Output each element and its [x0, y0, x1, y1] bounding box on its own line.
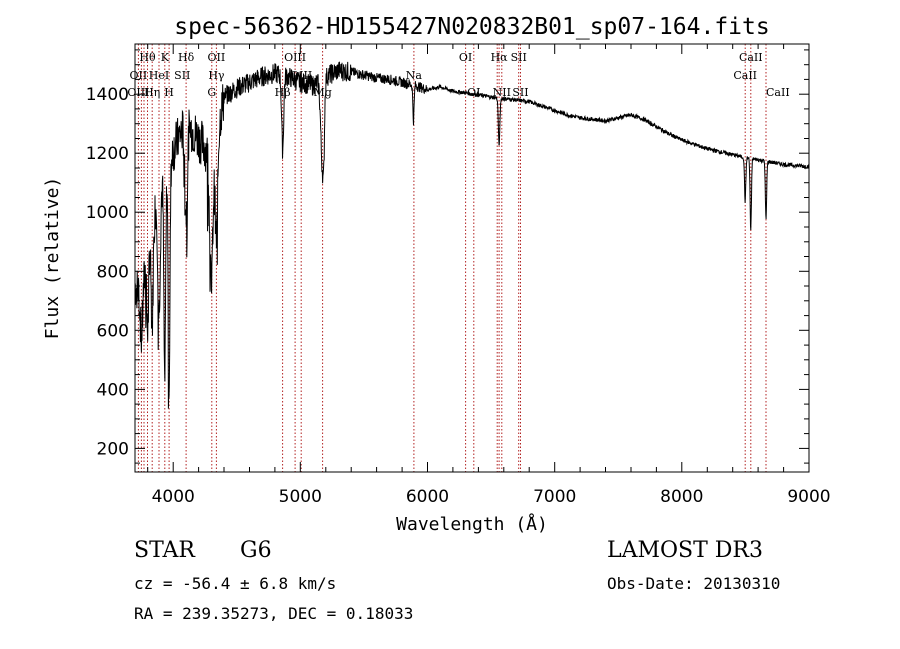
line-label: SII [511, 51, 527, 64]
line-label: OI [467, 86, 480, 99]
spectrum-series-line [134, 61, 810, 409]
line-label: Hδ [178, 51, 195, 64]
line-label: Na [406, 69, 423, 82]
y-tick-label: 800 [97, 262, 129, 282]
y-axis-ticks: 200 400 600 800 1000 1200 1400 [86, 49, 809, 464]
line-label: OII [208, 51, 226, 64]
line-label: CaII [733, 69, 757, 82]
chart-title: spec-56362-HD155427N020832B01_sp07-164.f… [174, 14, 769, 40]
line-label: OIII [284, 51, 306, 64]
x-tick-label: 8000 [660, 487, 703, 507]
x-axis-label: Wavelength (Å) [396, 513, 548, 535]
y-tick-label: 1200 [86, 144, 129, 164]
line-label: NII [493, 86, 511, 99]
x-tick-label: 9000 [787, 487, 830, 507]
line-label: K [161, 51, 170, 64]
emission-absorption-line-markers [137, 44, 767, 472]
x-tick-label: 7000 [533, 487, 576, 507]
line-label: G [207, 86, 216, 99]
x-tick-label: 6000 [406, 487, 449, 507]
observation-date: Obs-Date: 20130310 [607, 574, 781, 593]
x-tick-label: 4000 [152, 487, 195, 507]
line-label: OIII [127, 86, 149, 99]
y-tick-label: 200 [97, 439, 129, 459]
line-label: OI [459, 51, 472, 64]
y-tick-label: 1000 [86, 203, 129, 223]
spectrum-chart: spec-56362-HD155427N020832B01_sp07-164.f… [42, 14, 831, 535]
line-label: SII [174, 69, 190, 82]
x-tick-label: 5000 [279, 487, 322, 507]
object-type: STAR [134, 538, 195, 563]
line-label: H [164, 86, 174, 99]
plot-frame [134, 43, 810, 473]
line-label: Hθ [139, 51, 156, 64]
line-label: Hη [144, 86, 160, 99]
line-label: OIII [290, 69, 312, 82]
y-tick-label: 600 [97, 321, 129, 341]
object-subclass: G6 [240, 538, 272, 563]
coordinates: RA = 239.35273, DEC = 0.18033 [134, 604, 414, 623]
redshift-cz: cz = -56.4 ± 6.8 km/s [134, 574, 337, 593]
y-axis-label: Flux (relative) [42, 177, 63, 340]
survey-name: LAMOST DR3 [607, 538, 763, 563]
y-tick-label: 1400 [86, 85, 129, 105]
line-label: SII [512, 86, 528, 99]
x-axis-ticks: 4000 5000 6000 7000 8000 9000 [147, 44, 831, 507]
y-tick-label: 400 [97, 380, 129, 400]
line-label: CaII [766, 86, 790, 99]
line-label: OII [130, 69, 148, 82]
line-label: HeI [149, 69, 169, 82]
line-label: Hβ [275, 86, 291, 99]
line-label: Hγ [208, 69, 225, 82]
line-label: Hα [491, 51, 509, 64]
line-label: Mg [313, 86, 331, 99]
line-label: CaII [739, 51, 763, 64]
